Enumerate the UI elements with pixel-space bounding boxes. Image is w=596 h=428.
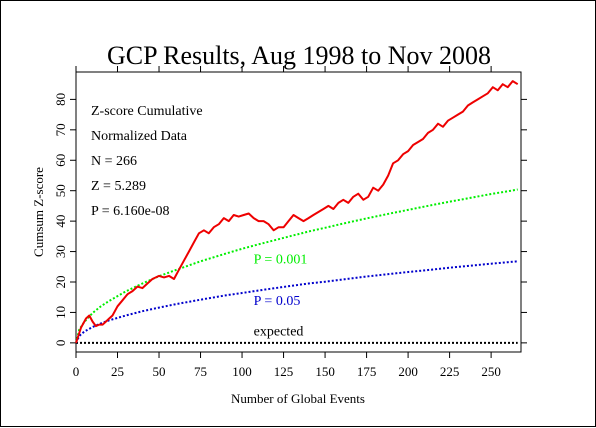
x-tick-label: 50 <box>153 364 166 379</box>
x-tick-label: 200 <box>398 364 418 379</box>
y-axis: 0 10 20 30 40 50 60 70 80 <box>53 93 527 346</box>
series-layer <box>75 80 519 344</box>
x-tick-label: 0 <box>73 364 80 379</box>
y-tick-label: 20 <box>53 276 68 289</box>
y-tick-label: 30 <box>53 245 68 258</box>
y-tick-label: 0 <box>53 340 68 347</box>
stats-line: P = 6.160e-08 <box>91 204 170 219</box>
y-tick-label: 60 <box>53 154 68 167</box>
y-tick-label: 40 <box>53 215 68 228</box>
x-tick-label: 25 <box>111 364 124 379</box>
x-tick-label: 175 <box>357 364 377 379</box>
x-axis: 0 25 50 75 100 125 150 175 200 225 250 <box>73 66 501 379</box>
x-axis-label: Number of Global Events <box>231 391 365 406</box>
y-tick-label: 70 <box>53 123 68 136</box>
stats-line: Z-score Cumulative <box>91 104 203 119</box>
chart-title: GCP Results, Aug 1998 to Nov 2008 <box>107 41 491 70</box>
y-tick-label: 50 <box>53 184 68 197</box>
observed-cumsum-line <box>75 80 519 344</box>
annotation-label: expected <box>254 324 304 339</box>
stats-line: N = 266 <box>91 154 137 169</box>
y-tick-label: 80 <box>53 93 68 106</box>
annotation-layer: P = 0.001 P = 0.05 expected <box>254 253 308 340</box>
annotation-label: P = 0.001 <box>254 253 308 268</box>
annotation-label: P = 0.05 <box>254 294 301 309</box>
x-tick-label: 75 <box>194 364 207 379</box>
x-tick-label: 125 <box>274 364 294 379</box>
x-tick-label: 225 <box>440 364 460 379</box>
stats-box: Z-score Cumulative Normalized Data N = 2… <box>91 104 203 219</box>
x-tick-label: 150 <box>315 364 335 379</box>
y-axis-label: Cumsum Z-score <box>31 167 46 257</box>
y-tick-label: 10 <box>53 306 68 319</box>
plot-area-border <box>75 71 522 353</box>
p-0-001-envelope <box>75 188 518 344</box>
stats-line: Z = 5.289 <box>91 179 146 194</box>
x-tick-label: 100 <box>232 364 252 379</box>
x-tick-label: 250 <box>481 364 501 379</box>
stats-line: Normalized Data <box>91 129 188 144</box>
